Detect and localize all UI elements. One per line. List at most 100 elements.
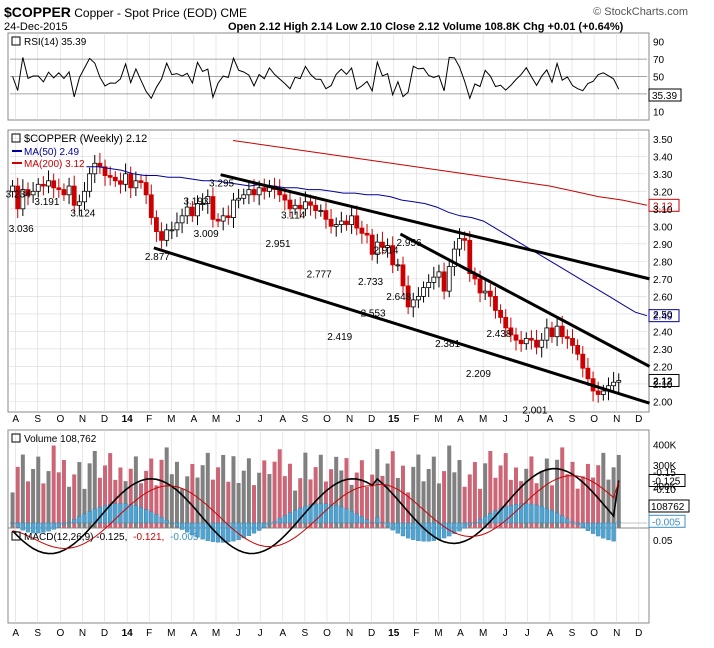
volume-bar [472,462,477,528]
candle-body [508,327,514,336]
trendline [399,232,651,368]
candle-body [380,241,385,248]
volume-bar [195,477,200,528]
x-tick-label: F [146,414,152,425]
x-tick-label: J [525,414,530,425]
macd-histogram-bar [344,508,349,524]
volume-bar [149,458,154,528]
macd-histogram-bar [405,522,411,539]
x-tick-label: M [212,414,220,425]
macd-histogram-bar [179,522,185,530]
candle-body [544,327,550,341]
volume-bar [565,474,570,528]
x-tick-label: 15 [388,628,400,639]
candle-body [256,187,262,196]
candle-body [426,281,432,289]
x-tick-label: M [167,414,175,425]
candle-body [159,231,164,241]
macd-histogram-bar [154,514,159,524]
candle-body [174,222,180,231]
volume-bar [216,467,221,528]
macd-histogram-bar [411,522,416,540]
x-tick-label: A [547,628,554,639]
candle-body [600,390,606,395]
macd-histogram-bar [25,522,31,533]
volume-bar [375,449,380,528]
candle-body [323,210,329,220]
candle-body [123,173,128,185]
price-tick-label: 2.40 [653,327,673,338]
source-text: © StockCharts.com [593,6,688,18]
candle-body [35,183,41,192]
candle-body [195,203,200,217]
macd-histogram-bar [436,522,442,540]
macd-histogram-bar [138,507,144,524]
volume-bar [529,456,534,528]
volume-bar [56,472,61,528]
volume-bar [267,474,272,528]
candle-body [446,266,452,292]
price-tick-label: 2.70 [653,275,673,286]
macd-histogram-bar [10,522,15,524]
macd-histogram-bar [395,522,401,534]
x-tick-label: O [323,414,331,425]
macd-histogram-bar [66,521,72,524]
x-tick-label: A [279,628,286,639]
volume-bar [580,476,585,528]
price-tick-label: 3.00 [653,222,673,233]
candle-body [231,199,236,218]
price-toggle-icon[interactable] [11,133,21,143]
rsi-toggle-icon[interactable] [11,36,21,46]
macd-panel [7,527,650,624]
candle-body [302,201,308,210]
volume-bar [144,470,149,528]
candle-body [292,204,298,210]
macd-series: -0.005 -0.125 [10,467,686,555]
volume-bar [169,474,174,528]
macd-histogram-bar [518,503,524,524]
macd-toggle-icon[interactable] [11,531,21,541]
macd-histogram-bar [128,504,133,524]
candle-body [400,264,406,287]
chart-date: 24-Dec-2015 [4,21,68,33]
macd-histogram-bar [164,520,169,524]
macd-histogram-bar [560,515,565,524]
macd-histogram-bar [334,505,339,524]
volume-bar [498,465,503,528]
candle-body [20,189,26,210]
volume-toggle-icon[interactable] [11,433,21,443]
volume-bar [514,467,519,528]
volume-bar [180,488,185,528]
x-tick-label: O [590,628,598,639]
rsi-series [10,56,647,100]
candle-body [97,162,103,168]
volume-bar [318,454,323,528]
volume-bar [462,486,467,528]
volume-bar [236,483,241,528]
volume-bar [416,454,421,528]
x-tick-label: D [368,628,375,639]
price-tick-label: 2.30 [653,345,673,356]
macd-histogram-bar [544,508,549,524]
price-annotation: 2.419 [327,332,352,343]
macd-histogram-bar [277,518,282,524]
candle-body [66,185,72,196]
volume-bar [539,470,544,528]
macd-histogram-bar [272,521,277,524]
exchange: CME [220,6,247,20]
candle-body [467,239,473,275]
candle-body [333,224,339,227]
candle-body [580,353,586,369]
x-tick-label: J [236,628,241,639]
candle-body [364,232,370,236]
macd-histogram-bar [113,503,118,524]
macd-histogram-bar [102,505,108,524]
x-tick-label: A [12,628,19,639]
macd-histogram-bar [226,522,231,543]
candle-body [493,295,498,311]
macd-histogram-bar [30,522,36,534]
candle-body [338,220,344,225]
candle-body [308,201,313,206]
price-annotation: 3.124 [70,209,95,220]
price-tick-label: 2.60 [653,292,673,303]
